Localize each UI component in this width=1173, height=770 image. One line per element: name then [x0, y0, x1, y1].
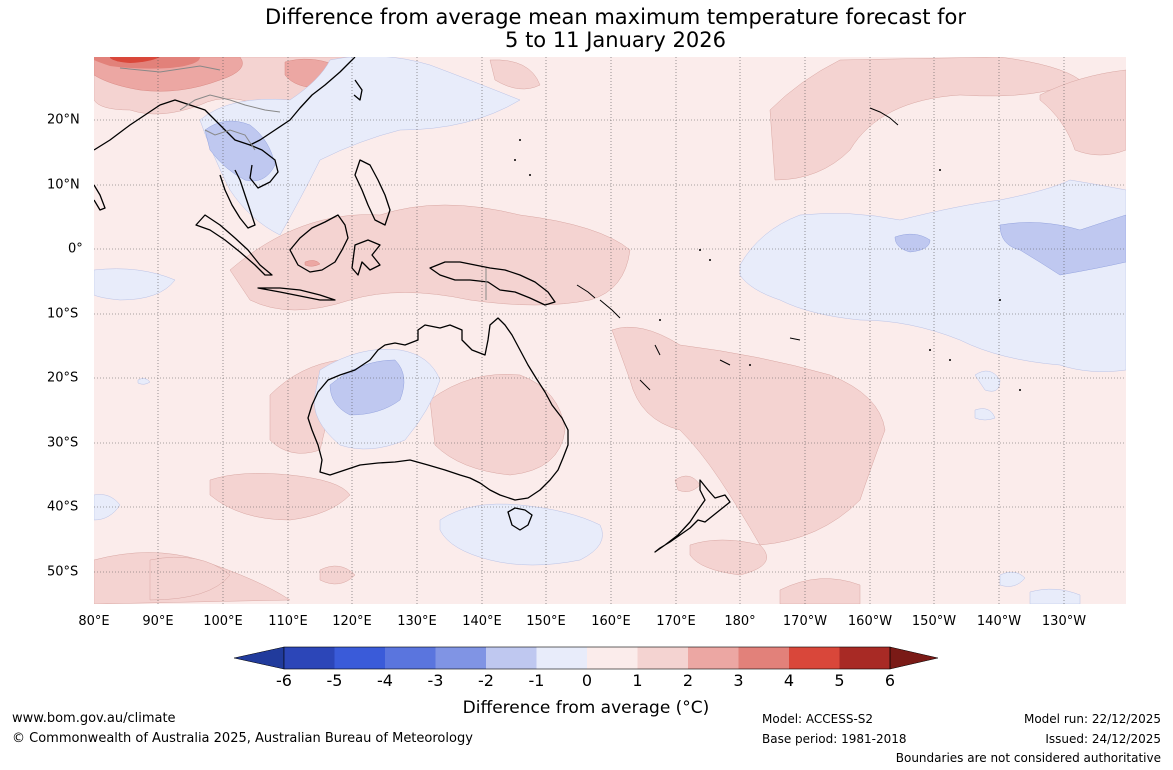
map-title-line2: 5 to 11 January 2026 — [505, 28, 726, 52]
indochina-coastline — [249, 144, 279, 189]
mainland-asia-coastline — [94, 57, 356, 151]
issued-text: Issued: 24/12/2025 — [1045, 732, 1161, 746]
colorbar-swatch — [637, 647, 689, 669]
lat-label: 30°S — [47, 435, 79, 451]
tasmania-coastline — [507, 507, 533, 531]
lon-label: 100°E — [203, 614, 243, 629]
lat-label: 10°S — [47, 306, 79, 322]
new-zealand-coastline — [654, 479, 731, 553]
lon-label: 170°E — [656, 614, 696, 629]
lat-label: 20°N — [47, 112, 80, 128]
colorbar-extend-high — [889, 646, 939, 670]
colorbar-label: Difference from average (°C) — [462, 698, 710, 718]
colorbar-swatch — [385, 647, 436, 669]
colorbar-tick-label: 3 — [733, 671, 744, 690]
lat-label: 20°S — [47, 370, 79, 386]
australia-coastline — [307, 317, 569, 501]
anomaly-minus2-regions — [204, 120, 1126, 416]
pacific-islands — [576, 107, 899, 391]
copyright-text: © Commonwealth of Australia 2025, Austra… — [12, 731, 473, 746]
new-guinea-coastline — [429, 261, 556, 306]
colorbar-extend-low — [233, 646, 285, 670]
anomaly-plus4-regions — [110, 57, 160, 63]
colorbar-tick-label: -2 — [478, 671, 494, 690]
sulawesi-coastline — [351, 239, 381, 276]
colorbar-swatch — [334, 647, 386, 669]
lon-label: 130°W — [1041, 614, 1087, 629]
graticule — [94, 57, 1126, 604]
japan-coastline — [353, 79, 363, 101]
lon-label: 150°E — [526, 614, 566, 629]
base-period-text: Base period: 1981-2018 — [762, 732, 907, 746]
lon-label: 160°E — [591, 614, 631, 629]
malay-peninsula-coastline — [219, 169, 256, 229]
model-text: Model: ACCESS-S2 — [762, 712, 874, 726]
country-borders — [119, 65, 487, 300]
lon-label: 140°W — [976, 614, 1022, 629]
colorbar-tick-label: -1 — [528, 671, 545, 690]
map-title-line1: Difference from average mean maximum tem… — [265, 5, 966, 29]
lon-label: 80°E — [78, 614, 110, 629]
colorbar-tick-label: 6 — [884, 671, 896, 690]
model-run-text: Model run: 22/12/2025 — [1023, 712, 1161, 726]
sumatra-coastline — [195, 214, 273, 276]
colorbar-tick-label: 0 — [581, 671, 593, 690]
lon-label: 120°E — [332, 614, 372, 629]
lon-label: 110°E — [268, 614, 308, 629]
colorbar-tick-label: 4 — [783, 671, 795, 690]
colorbar-tick-label: 5 — [834, 671, 845, 690]
disclaimer-text: Boundaries are not considered authoritat… — [895, 751, 1161, 765]
colorbar-swatch — [688, 647, 739, 669]
lon-label: 90°E — [142, 614, 174, 629]
java-coastline — [257, 287, 336, 301]
colorbar-tick-label: 2 — [682, 671, 694, 690]
colorbar — [233, 646, 939, 670]
lat-label: 0° — [68, 241, 83, 257]
lon-label: 140°E — [462, 614, 502, 629]
lon-label: 150°W — [911, 614, 957, 629]
colorbar-swatch — [536, 647, 588, 669]
colorbar-frame — [283, 646, 891, 670]
lon-label: 170°W — [782, 614, 828, 629]
colorbar-tick-label: 1 — [632, 671, 643, 690]
colorbar-tick-label: -3 — [427, 671, 444, 690]
colorbar-swatch — [839, 647, 891, 669]
colorbar-tick-label: -4 — [377, 671, 393, 690]
lat-label: 40°S — [47, 499, 79, 515]
colorbar-swatch — [587, 647, 638, 669]
colorbar-tick-label: -6 — [276, 671, 292, 690]
coastlines — [94, 57, 731, 553]
colorbar-swatch — [284, 647, 335, 669]
colorbar-tick-label: -5 — [326, 671, 343, 690]
colorbar-swatch — [789, 647, 840, 669]
philippines-coastline — [354, 159, 391, 226]
lat-label: 10°N — [47, 177, 80, 193]
india-coastline — [94, 184, 106, 211]
colorbar-swatch — [738, 647, 790, 669]
lon-label: 160°W — [847, 614, 893, 629]
website-text: www.bom.gov.au/climate — [12, 711, 176, 726]
colorbar-swatch — [486, 647, 537, 669]
borneo-coastline — [289, 214, 349, 273]
colorbar-swatch — [435, 647, 487, 669]
map-plot-area — [94, 57, 1126, 604]
lon-label: 130°E — [397, 614, 437, 629]
small-islands-dots — [514, 139, 1021, 391]
lon-label: 180° — [724, 614, 756, 629]
lat-label: 50°S — [47, 564, 79, 580]
